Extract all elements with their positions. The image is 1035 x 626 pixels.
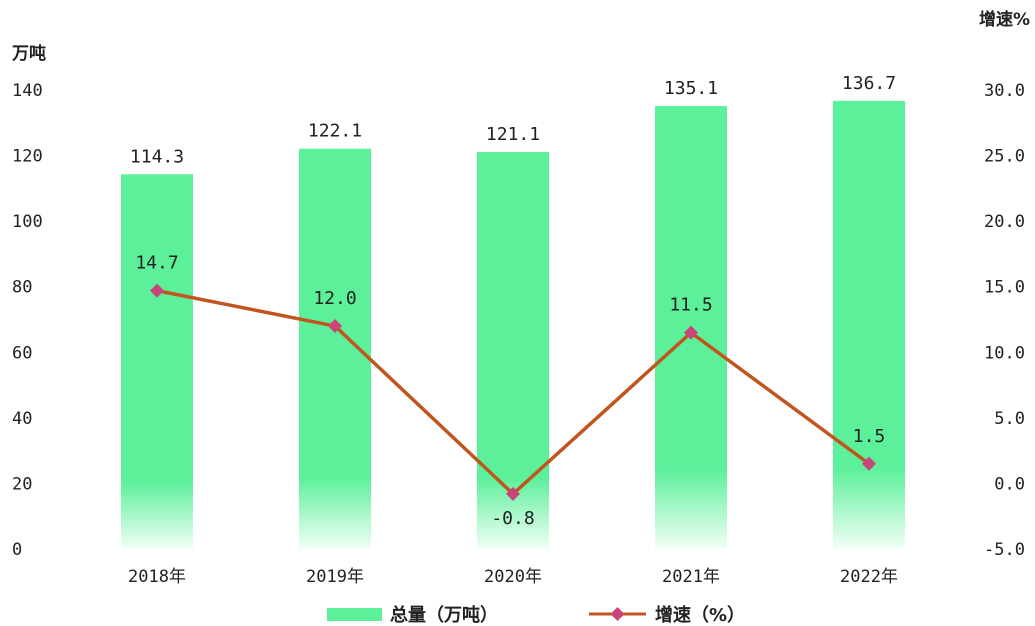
bar-value-label: 135.1: [664, 78, 718, 99]
line-data-labels: 14.7 12.0 -0.8 11.5 1.5: [135, 253, 885, 529]
right-tick-label: 5.0: [994, 409, 1025, 429]
right-tick-label: 10.0: [984, 343, 1025, 363]
bar-data-labels: 114.3 122.1 121.1 135.1 136.7: [130, 73, 896, 167]
left-axis: 0 20 40 60 80 100 120 140: [12, 81, 43, 560]
line-value-label: 11.5: [669, 295, 712, 316]
line-point: [684, 325, 698, 340]
left-tick-label: 80: [12, 278, 32, 298]
legend-label-bar: 总量（万吨）: [390, 604, 498, 626]
right-tick-label: 15.0: [984, 278, 1025, 298]
left-tick-label: 120: [12, 147, 43, 167]
legend-marker-icon: [610, 607, 625, 621]
right-tick-label: 25.0: [984, 147, 1025, 167]
legend: 总量（万吨） 增速（%）: [327, 604, 745, 626]
left-tick-label: 40: [12, 409, 32, 429]
category-label: 2019年: [306, 567, 364, 587]
right-tick-label: 0.0: [994, 474, 1025, 494]
line-value-label: 1.5: [853, 426, 886, 447]
legend-swatch-bar: [327, 608, 382, 621]
left-tick-label: 60: [12, 343, 32, 363]
bar-value-label: 122.1: [308, 121, 362, 142]
left-tick-label: 100: [12, 212, 43, 232]
right-tick-label: 30.0: [984, 81, 1025, 101]
bar-value-label: 136.7: [842, 73, 896, 94]
bar-series: [121, 100, 905, 550]
line-series: [150, 283, 876, 501]
category-label: 2021年: [662, 567, 720, 587]
left-axis-unit: 万吨: [11, 43, 46, 64]
right-tick-label: -5.0: [984, 540, 1025, 560]
line-value-label: -0.8: [491, 508, 534, 529]
right-axis: -5.0 0.0 5.0 10.0 15.0 20.0 25.0 30.0: [984, 81, 1025, 560]
bar: [477, 151, 549, 549]
category-label: 2018年: [128, 567, 186, 587]
legend-label-line: 增速（%）: [655, 604, 745, 626]
bar-value-label: 114.3: [130, 146, 184, 167]
right-axis-unit: 增速%: [979, 9, 1030, 30]
bar-value-label: 121.1: [486, 124, 540, 145]
line-point: [506, 486, 520, 501]
bar: [121, 174, 193, 550]
left-tick-label: 140: [12, 81, 43, 101]
line-value-label: 14.7: [135, 253, 178, 274]
line-point: [150, 283, 164, 298]
right-tick-label: 20.0: [984, 212, 1025, 232]
line-point: [328, 319, 342, 334]
line-point: [862, 456, 876, 471]
left-tick-label: 20: [12, 474, 32, 494]
category-label: 2022年: [840, 567, 898, 587]
x-axis: 2018年 2019年 2020年 2021年 2022年: [128, 567, 898, 587]
left-tick-label: 0: [12, 540, 22, 560]
category-label: 2020年: [484, 567, 542, 587]
line-value-label: 12.0: [313, 288, 356, 309]
bar: [833, 100, 905, 550]
